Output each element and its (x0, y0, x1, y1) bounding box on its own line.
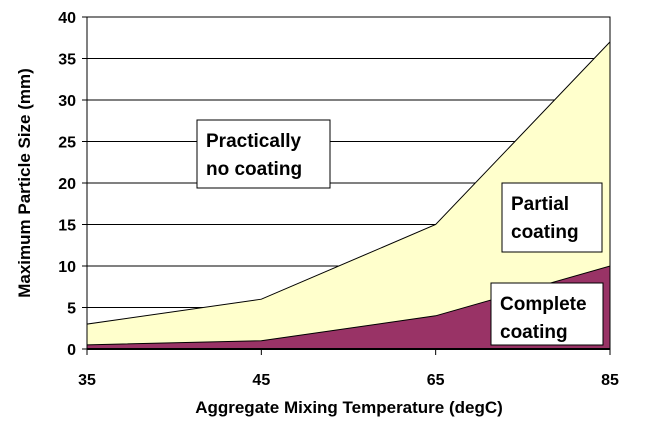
x-tick-label: 85 (601, 372, 619, 389)
annotation-no-coating: Practically no coating (196, 119, 331, 189)
y-tick-label: 35 (58, 52, 76, 69)
annotation-text: coating (511, 222, 579, 243)
annotation-partial-coating: Partial coating (501, 182, 603, 253)
annotation-box (501, 182, 603, 253)
x-tick-label: 65 (427, 372, 445, 389)
y-tick-label: 30 (58, 93, 76, 110)
annotation-text: coating (500, 322, 568, 343)
annotation-complete-coating: Complete coating (490, 282, 604, 346)
y-tick-label: 10 (58, 259, 76, 276)
y-tick-labels: 0 5 10 15 20 25 30 35 40 (58, 10, 76, 359)
annotation-box (490, 282, 604, 346)
y-tick-label: 25 (58, 135, 76, 152)
annotation-text: Partial (511, 194, 569, 215)
y-tick-label: 0 (67, 342, 76, 359)
y-axis-title: Maximum Particle Size (mm) (15, 68, 34, 298)
y-tick-label: 15 (58, 218, 76, 235)
annotation-text: Complete (500, 294, 587, 315)
x-tick-label: 35 (78, 372, 96, 389)
annotation-text: Practically (206, 131, 301, 152)
annotation-box (196, 119, 331, 189)
plot-frame (82, 16, 611, 355)
annotation-text: no coating (206, 159, 302, 180)
x-tick-label: 45 (252, 372, 270, 389)
y-tick-label: 5 (67, 301, 76, 318)
x-tick-labels: 35 45 65 85 (78, 372, 619, 389)
y-tick-label: 40 (58, 10, 76, 27)
y-tick-label: 20 (58, 176, 76, 193)
x-axis-title: Aggregate Mixing Temperature (degC) (195, 398, 503, 417)
